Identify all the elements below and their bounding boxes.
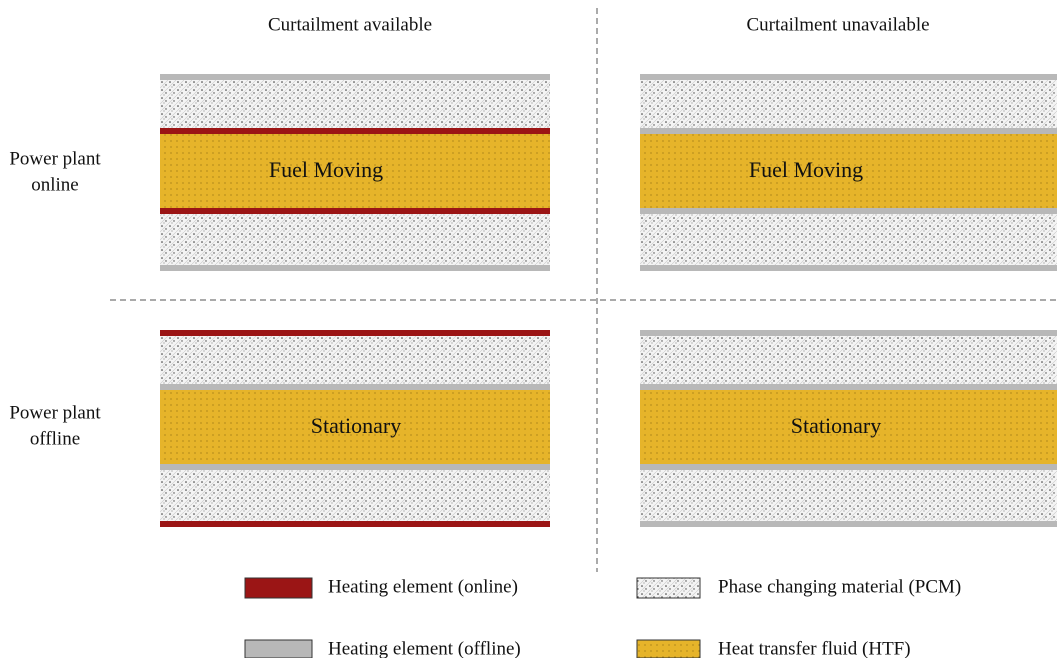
pcm-layer <box>640 80 1057 128</box>
heating-element <box>160 330 550 336</box>
legend-label: Phase changing material (PCM) <box>718 576 961 597</box>
row-label: offline <box>30 428 80 449</box>
htf-layer <box>160 134 550 208</box>
panel-label: Fuel Moving <box>749 157 863 182</box>
panel-label: Fuel Moving <box>269 157 383 182</box>
legend-label: Heating element (online) <box>328 576 518 597</box>
pcm-layer <box>640 214 1057 265</box>
pcm-layer <box>640 336 1057 384</box>
pcm-layer <box>160 470 550 521</box>
legend-label: Heating element (offline) <box>328 638 521 658</box>
legend-swatch <box>636 577 701 599</box>
htf-layer <box>160 390 550 464</box>
heating-element <box>160 208 550 214</box>
heating-element <box>640 384 1057 390</box>
heating-element <box>640 464 1057 470</box>
heating-element <box>640 74 1057 80</box>
pcm-layer <box>160 214 550 265</box>
heating-element <box>160 128 550 134</box>
heating-element <box>640 521 1057 527</box>
row-label: online <box>31 174 79 195</box>
pcm-layer <box>640 470 1057 521</box>
heating-element <box>160 74 550 80</box>
column-header: Curtailment available <box>268 14 432 35</box>
row-label: Power plant <box>9 402 101 423</box>
pcm-layer <box>160 336 550 384</box>
htf-layer <box>640 134 1057 208</box>
heating-element <box>160 265 550 271</box>
heating-element <box>160 384 550 390</box>
heating-element <box>160 464 550 470</box>
legend-swatch <box>244 577 313 599</box>
htf-layer <box>640 390 1057 464</box>
pcm-layer <box>160 80 550 128</box>
column-header: Curtailment unavailable <box>746 14 929 35</box>
heating-element <box>640 128 1057 134</box>
row-label: Power plant <box>9 148 101 169</box>
heating-element <box>640 330 1057 336</box>
heating-element <box>160 521 550 527</box>
heating-element <box>640 208 1057 214</box>
legend-label: Heat transfer fluid (HTF) <box>718 638 911 658</box>
heating-element <box>640 265 1057 271</box>
panel-label: Stationary <box>791 413 881 438</box>
panel-label: Stationary <box>311 413 401 438</box>
legend-swatch <box>636 639 701 658</box>
legend-swatch <box>244 639 313 658</box>
